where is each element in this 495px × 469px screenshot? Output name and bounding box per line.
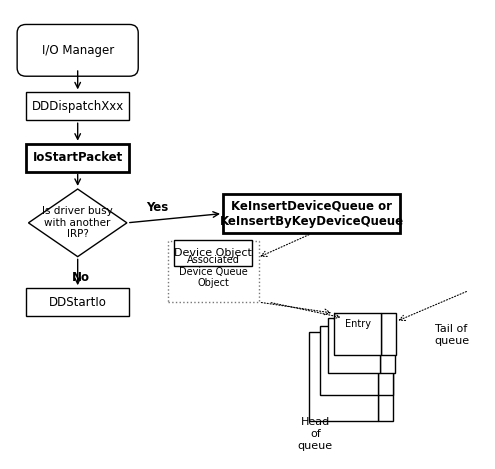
- Text: IoStartPacket: IoStartPacket: [33, 151, 123, 164]
- Text: Head
of
queue: Head of queue: [298, 417, 333, 451]
- Text: Entry: Entry: [331, 349, 356, 360]
- Bar: [167, 242, 258, 302]
- Bar: [26, 92, 129, 120]
- Text: I/O Manager: I/O Manager: [42, 44, 114, 57]
- Text: Associated
Device Queue
Object: Associated Device Queue Object: [179, 255, 248, 288]
- Bar: [309, 333, 378, 421]
- Bar: [26, 288, 129, 316]
- Bar: [26, 144, 129, 172]
- Text: Entry: Entry: [341, 327, 367, 337]
- Bar: [328, 318, 380, 373]
- Text: Device Object: Device Object: [174, 248, 252, 258]
- Bar: [334, 313, 381, 355]
- Polygon shape: [28, 189, 127, 257]
- Bar: [223, 194, 400, 234]
- Bar: [174, 240, 252, 266]
- Text: DDDispatchXxx: DDDispatchXxx: [32, 100, 124, 113]
- Bar: [320, 326, 379, 395]
- Text: DDStartIo: DDStartIo: [49, 295, 106, 309]
- Text: Yes: Yes: [147, 201, 169, 214]
- Text: No: No: [72, 271, 90, 284]
- Text: Is driver busy
with another
IRP?: Is driver busy with another IRP?: [42, 206, 113, 240]
- Bar: [380, 318, 395, 373]
- Text: Entry: Entry: [345, 319, 371, 329]
- FancyBboxPatch shape: [17, 24, 138, 76]
- Text: KeInsertDeviceQueue or
KeInsertByKeyDeviceQueue: KeInsertDeviceQueue or KeInsertByKeyDevi…: [219, 199, 403, 227]
- Bar: [379, 326, 393, 395]
- Text: Tail of
queue: Tail of queue: [435, 324, 470, 346]
- Text: Keyed
Entry: Keyed Entry: [335, 333, 364, 355]
- Bar: [378, 333, 393, 421]
- Bar: [381, 313, 396, 355]
